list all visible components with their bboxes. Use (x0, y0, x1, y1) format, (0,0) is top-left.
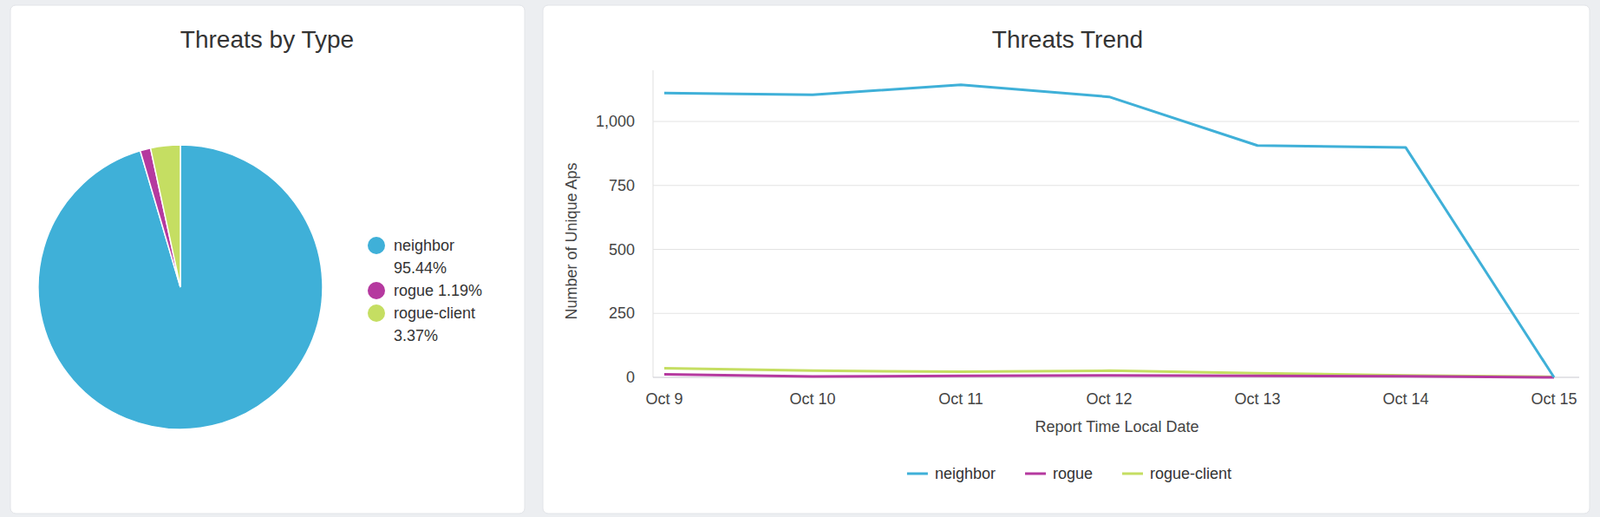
series-line (664, 84, 1555, 378)
legend-label: rogue-client (393, 304, 476, 322)
y-tick-label: 500 (608, 241, 635, 259)
y-tick-label: 1,000 (595, 112, 635, 131)
legend-swatch (367, 236, 386, 255)
legend-swatch (1025, 472, 1046, 476)
x-tick-label: Oct 11 (938, 390, 984, 408)
pie-slice (150, 144, 181, 288)
title: Threats by Type (180, 26, 354, 53)
y-tick-label: 0 (626, 368, 635, 386)
series-line (664, 367, 1555, 377)
x-tick-label: Oct 10 (789, 390, 836, 408)
y-axis-label: Number of Unique Aps (562, 162, 581, 320)
legend-label: neighbor (393, 236, 455, 255)
y-axis-line (653, 70, 654, 378)
x-tick-label: Oct 12 (1085, 390, 1132, 408)
series-line (664, 373, 1555, 378)
y-tick-label: 750 (608, 176, 635, 195)
pie-chart: Threats by Type neighbor 95.44% rogue1.19% r… (38, 26, 483, 430)
y-tick-label: 250 (608, 304, 635, 322)
legend-label: rogue (1052, 464, 1093, 483)
legend: neighbor 95.44% rogue1.19% rogue-client 3.37… (367, 236, 483, 345)
x-tick-label: Oct 13 (1234, 390, 1280, 408)
legend-swatch (1122, 472, 1143, 476)
legend-label: rogue (393, 281, 434, 300)
page: Threats by Typeneighbor95.44%rogue1.19%r… (0, 0, 1600, 517)
legend-value: 95.44% (393, 259, 447, 277)
title: Threats Trend (992, 26, 1143, 53)
legend-value: 3.37% (393, 326, 438, 345)
legend-label: neighbor (934, 464, 996, 483)
pie-slice (38, 144, 323, 430)
series-group (664, 84, 1555, 378)
x-axis-label: Report Time Local Date (1034, 417, 1199, 436)
grid-line (653, 248, 1580, 250)
legend-value: 1.19% (437, 281, 483, 300)
grid-line (653, 313, 1580, 314)
grid-line (653, 121, 1580, 123)
x-tick-label: Oct 9 (645, 390, 683, 408)
legend-swatch (367, 281, 386, 300)
legend: neighbor rogue rogue-client (907, 464, 1232, 483)
legend-label: rogue-client (1149, 464, 1232, 483)
x-tick-label: Oct 14 (1382, 390, 1429, 408)
legend-swatch (907, 472, 928, 476)
grid-line (653, 184, 1580, 186)
line-chart: Threats Trend 0 250 500 750 1,000 Oct 9 Oct 10 O… (562, 26, 1580, 483)
card (10, 5, 525, 514)
card (542, 5, 1590, 514)
x-tick-label: Oct 15 (1530, 390, 1577, 408)
legend-swatch (367, 304, 386, 322)
